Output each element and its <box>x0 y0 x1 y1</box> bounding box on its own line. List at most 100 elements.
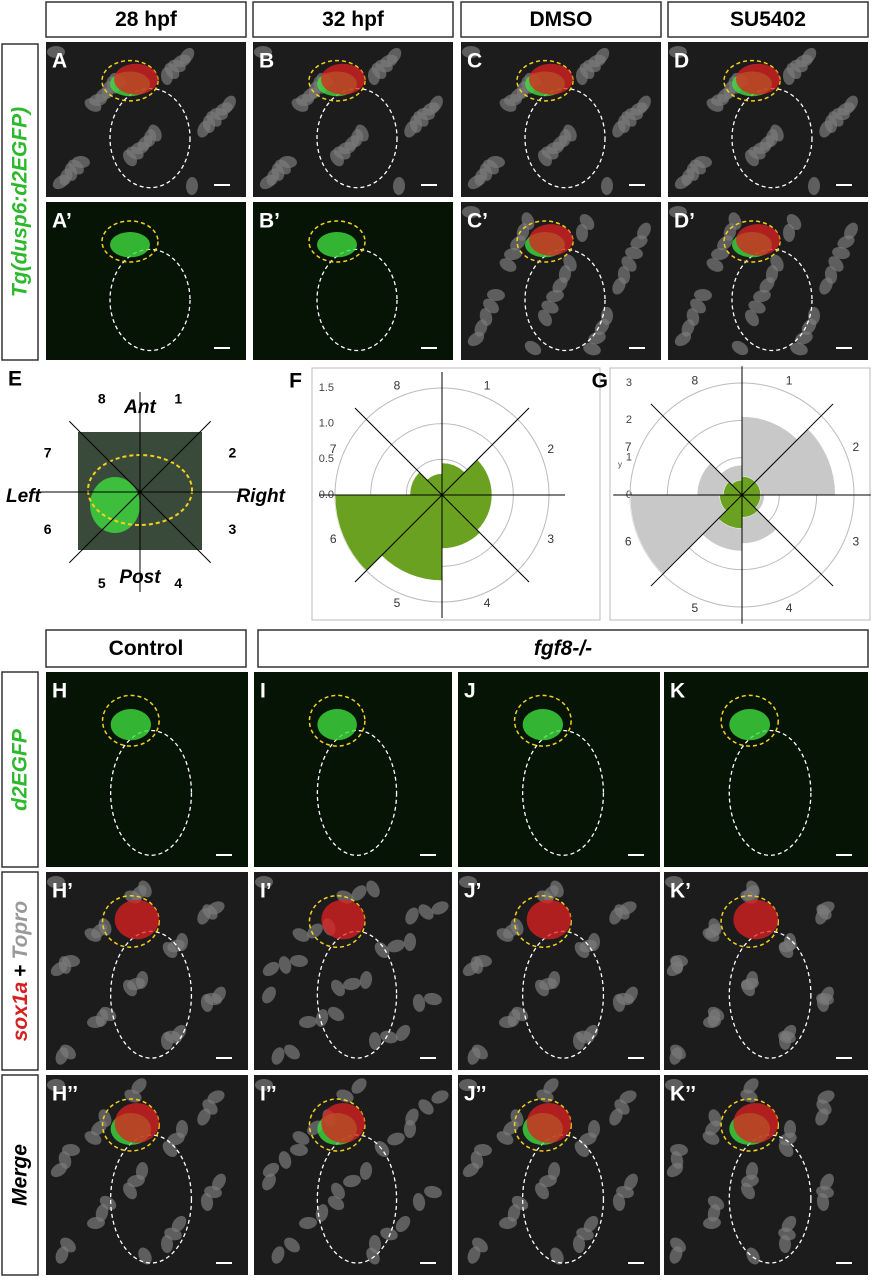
outline <box>513 895 572 948</box>
outline <box>101 895 160 948</box>
sector-label: 8 <box>98 390 106 406</box>
nucleus <box>405 907 419 925</box>
signal <box>733 899 779 940</box>
nucleus <box>62 1143 80 1157</box>
nucleus <box>807 177 821 195</box>
wedge <box>741 428 836 496</box>
nucleus <box>424 992 442 1006</box>
y-tick-label: 2 <box>626 414 632 426</box>
panel-letter: H’’ <box>52 1083 78 1106</box>
nucleus <box>782 224 796 242</box>
header-label: SU5402 <box>730 8 806 31</box>
nucleus <box>600 307 614 325</box>
nucleus <box>278 1151 292 1169</box>
nucleus <box>278 956 292 974</box>
nucleus <box>816 1185 834 1199</box>
nucleus <box>746 880 760 898</box>
nucleus <box>621 256 637 272</box>
nucleus <box>702 1131 720 1145</box>
nucleus <box>583 342 601 356</box>
nucleus <box>563 254 577 272</box>
nucleus <box>625 246 643 260</box>
signal <box>90 477 140 533</box>
nucleus <box>467 1246 481 1264</box>
nucleus <box>331 979 345 997</box>
nucleus <box>707 1195 725 1211</box>
label-part: Topro <box>9 901 32 960</box>
nucleus <box>148 124 162 142</box>
side-box <box>1 43 39 361</box>
micrograph <box>458 672 660 867</box>
nucleus <box>279 155 297 169</box>
axis-line <box>741 403 834 496</box>
nucleus <box>392 177 406 195</box>
nucleus <box>686 308 700 326</box>
micrograph <box>664 872 868 1070</box>
nucleus <box>418 904 434 920</box>
nucleus <box>665 876 683 888</box>
nucleus <box>395 1215 411 1233</box>
nucleus <box>299 1015 317 1029</box>
sector-label: 1 <box>786 373 793 387</box>
nucleus <box>820 986 834 1004</box>
axis-line <box>441 494 530 583</box>
panel-letter: K <box>670 680 685 703</box>
nucleus <box>637 95 651 113</box>
nucleus <box>511 1195 529 1211</box>
nucleus <box>474 1143 492 1157</box>
outline <box>101 220 159 263</box>
panel-letter: I’’ <box>260 1083 277 1106</box>
header-box <box>257 629 869 668</box>
nucleus <box>670 1143 688 1157</box>
nucleus <box>207 1090 225 1104</box>
sector-label: 1 <box>174 390 182 406</box>
axis-line <box>354 407 443 496</box>
outline <box>723 220 781 263</box>
panel-letter: D <box>674 50 689 73</box>
nucleus <box>135 1162 149 1180</box>
outline <box>720 694 779 747</box>
signal <box>321 1103 365 1143</box>
nucleus <box>359 1162 373 1180</box>
nucleus <box>547 1162 561 1180</box>
header-box <box>460 1 662 38</box>
sector-label: 6 <box>44 521 52 537</box>
outline <box>308 59 366 102</box>
signal <box>526 1103 572 1143</box>
nucleus <box>499 258 517 272</box>
header-label: Control <box>109 637 184 660</box>
nucleus <box>828 256 844 272</box>
nucleus <box>212 986 226 1004</box>
nucleus <box>271 1047 285 1065</box>
nucleus <box>708 918 722 936</box>
nucleus <box>778 1141 794 1157</box>
signal <box>321 63 365 95</box>
outline <box>513 1098 572 1152</box>
nucleus <box>474 954 492 968</box>
header-label: DMSO <box>530 8 593 31</box>
nucleus <box>670 1044 686 1060</box>
micrograph <box>46 672 248 867</box>
signal <box>114 1103 160 1143</box>
signal <box>526 899 572 940</box>
panel-letter: B <box>259 50 274 73</box>
nucleus <box>135 971 149 989</box>
axis-line <box>68 420 141 493</box>
nucleus <box>197 1108 211 1126</box>
panel-letter: I <box>260 680 266 703</box>
nucleus <box>424 1185 442 1199</box>
direction-label: Left <box>6 486 42 507</box>
nucleus <box>327 1006 345 1022</box>
outline <box>720 1098 779 1152</box>
panel-letter: A’ <box>52 210 72 233</box>
panel-letter: H <box>52 680 67 703</box>
panel-letter: H’ <box>52 880 73 903</box>
side-box <box>1 671 39 868</box>
nucleus <box>748 300 766 314</box>
panel-letter: K’’ <box>670 1083 696 1106</box>
nucleus <box>743 1078 759 1094</box>
wedge <box>334 494 443 572</box>
nucleus <box>524 340 542 356</box>
signal <box>733 1103 779 1143</box>
y-tick-label: 1.5 <box>319 382 334 394</box>
